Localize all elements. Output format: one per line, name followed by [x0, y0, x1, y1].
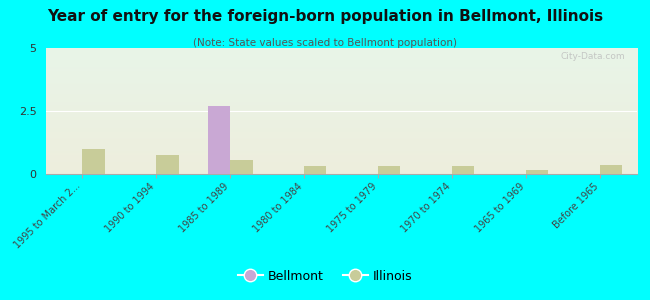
- Text: Year of entry for the foreign-born population in Bellmont, Illinois: Year of entry for the foreign-born popul…: [47, 9, 603, 24]
- Text: (Note: State values scaled to Bellmont population): (Note: State values scaled to Bellmont p…: [193, 38, 457, 47]
- Bar: [600, 165, 622, 174]
- Legend: Bellmont, Illinois: Bellmont, Illinois: [233, 265, 417, 288]
- Bar: [526, 170, 548, 174]
- Bar: [452, 167, 474, 174]
- Bar: [157, 155, 179, 174]
- Bar: [304, 167, 326, 174]
- Bar: [230, 160, 252, 174]
- Bar: [378, 167, 400, 174]
- Text: City-Data.com: City-Data.com: [560, 52, 625, 61]
- Bar: [208, 106, 230, 174]
- Bar: [83, 149, 105, 174]
